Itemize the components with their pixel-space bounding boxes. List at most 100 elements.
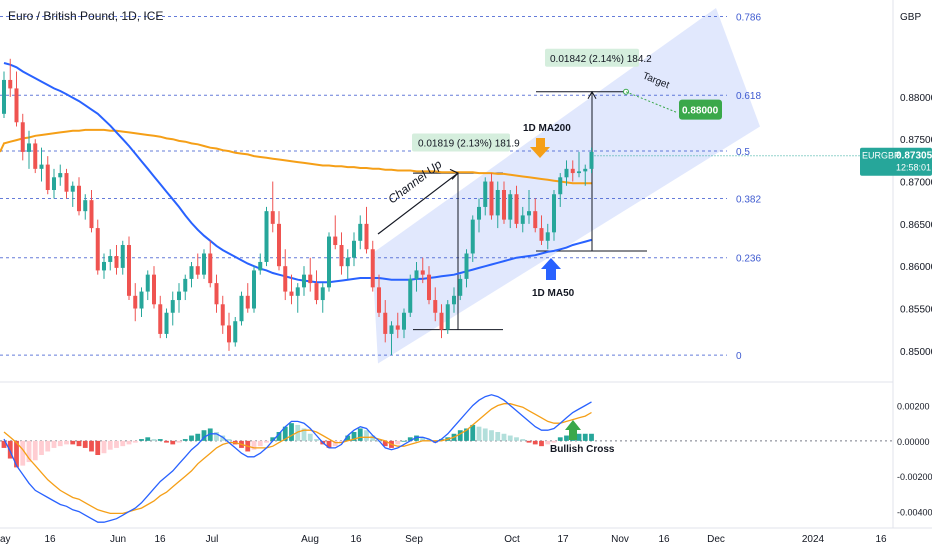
macd-hist-bar	[132, 440, 138, 443]
candle-body	[145, 274, 150, 292]
candle	[320, 283, 325, 313]
macd-hist-bar	[282, 426, 288, 441]
candle	[577, 151, 581, 178]
candle	[539, 215, 544, 246]
macd-hist-bar	[195, 433, 201, 441]
measure1-label: 0.01819 (2.13%) 181.9	[418, 138, 520, 149]
macd-hist-bar	[520, 439, 526, 441]
macd-hist-bar	[526, 440, 532, 443]
candle	[470, 215, 475, 262]
time-tick-label: 16	[875, 534, 887, 545]
macd-hist-bar	[20, 440, 26, 466]
macd-hist-bar	[51, 440, 57, 448]
time-tick-label: Aug	[301, 534, 319, 545]
macd-hist-bar	[176, 440, 182, 443]
macd-hist-bar	[432, 440, 438, 443]
candle	[445, 300, 450, 334]
candle	[2, 71, 6, 119]
candle	[545, 223, 550, 250]
macd-hist-bar	[307, 433, 313, 441]
candle-body	[27, 143, 31, 152]
candle	[483, 177, 488, 216]
candle	[458, 274, 463, 301]
macd-hist-bar	[270, 437, 276, 441]
macd-hist-bar	[95, 440, 101, 455]
measure1-box	[412, 133, 510, 152]
time-tick-label: Jun	[110, 534, 126, 545]
macd-hist-bar	[551, 440, 557, 443]
candle	[439, 304, 444, 339]
candle	[570, 160, 575, 182]
candle	[202, 249, 206, 279]
macd-hist-bar	[545, 440, 551, 445]
candle	[214, 274, 219, 313]
candle-body	[45, 164, 50, 190]
candle	[127, 236, 131, 301]
macd-hist-bar	[301, 428, 307, 441]
candle-body	[564, 168, 569, 178]
candle	[45, 156, 50, 195]
candle	[345, 249, 350, 279]
candle	[452, 287, 456, 313]
candle-body	[589, 151, 594, 169]
candle-body	[345, 257, 350, 267]
candle-body	[370, 249, 375, 288]
candle-body	[2, 79, 6, 114]
candle	[139, 287, 144, 317]
candle	[364, 206, 369, 254]
time-tick-label: 17	[557, 534, 569, 545]
candle-body	[433, 300, 438, 313]
time-tick-label: Sep	[405, 534, 423, 545]
candle-body	[395, 325, 400, 330]
candle-body	[258, 261, 263, 271]
candle	[152, 266, 156, 309]
macd-hist-bar	[507, 435, 513, 441]
macd-hist-bar	[439, 439, 444, 441]
candle-body	[239, 295, 244, 322]
candle-body	[308, 274, 313, 284]
candle	[477, 198, 481, 233]
macd-hist-bar	[370, 435, 376, 441]
candle-body	[495, 190, 500, 216]
candle	[39, 147, 44, 182]
macd-hist-bar	[164, 440, 169, 443]
candle-body	[58, 173, 63, 178]
candle	[102, 253, 106, 279]
macd-hist-bar	[220, 435, 226, 441]
candle-body	[164, 312, 169, 334]
candle	[308, 257, 313, 292]
candle-body	[102, 261, 106, 271]
macd-hist-bar	[489, 430, 494, 441]
macd-hist-bar	[382, 440, 388, 447]
macd-hist-bar	[101, 440, 107, 454]
candle-body	[39, 164, 44, 169]
candle	[520, 206, 525, 233]
macd-hist-bar	[582, 433, 588, 441]
macd-hist-bar	[476, 426, 482, 441]
measure2-arrowhead	[587, 90, 597, 100]
candle	[433, 287, 438, 322]
candle-body	[208, 253, 213, 284]
macd-hist-bar	[495, 432, 501, 441]
macd-hist-bar	[501, 433, 507, 441]
candle-body	[183, 278, 188, 292]
candle	[277, 211, 281, 271]
candle	[33, 139, 38, 174]
candle-body	[220, 304, 225, 326]
macd-hist-bar	[82, 440, 88, 448]
candle	[383, 300, 388, 343]
candle	[70, 181, 75, 207]
candle-body	[545, 232, 550, 241]
macd-hist-bar	[76, 440, 82, 447]
macd-hist-bar	[126, 440, 132, 445]
fib-label-0.236: 0.236	[736, 254, 761, 265]
candle	[527, 190, 531, 224]
ma50-arrow-icon	[541, 258, 561, 280]
candle-body	[302, 274, 306, 288]
